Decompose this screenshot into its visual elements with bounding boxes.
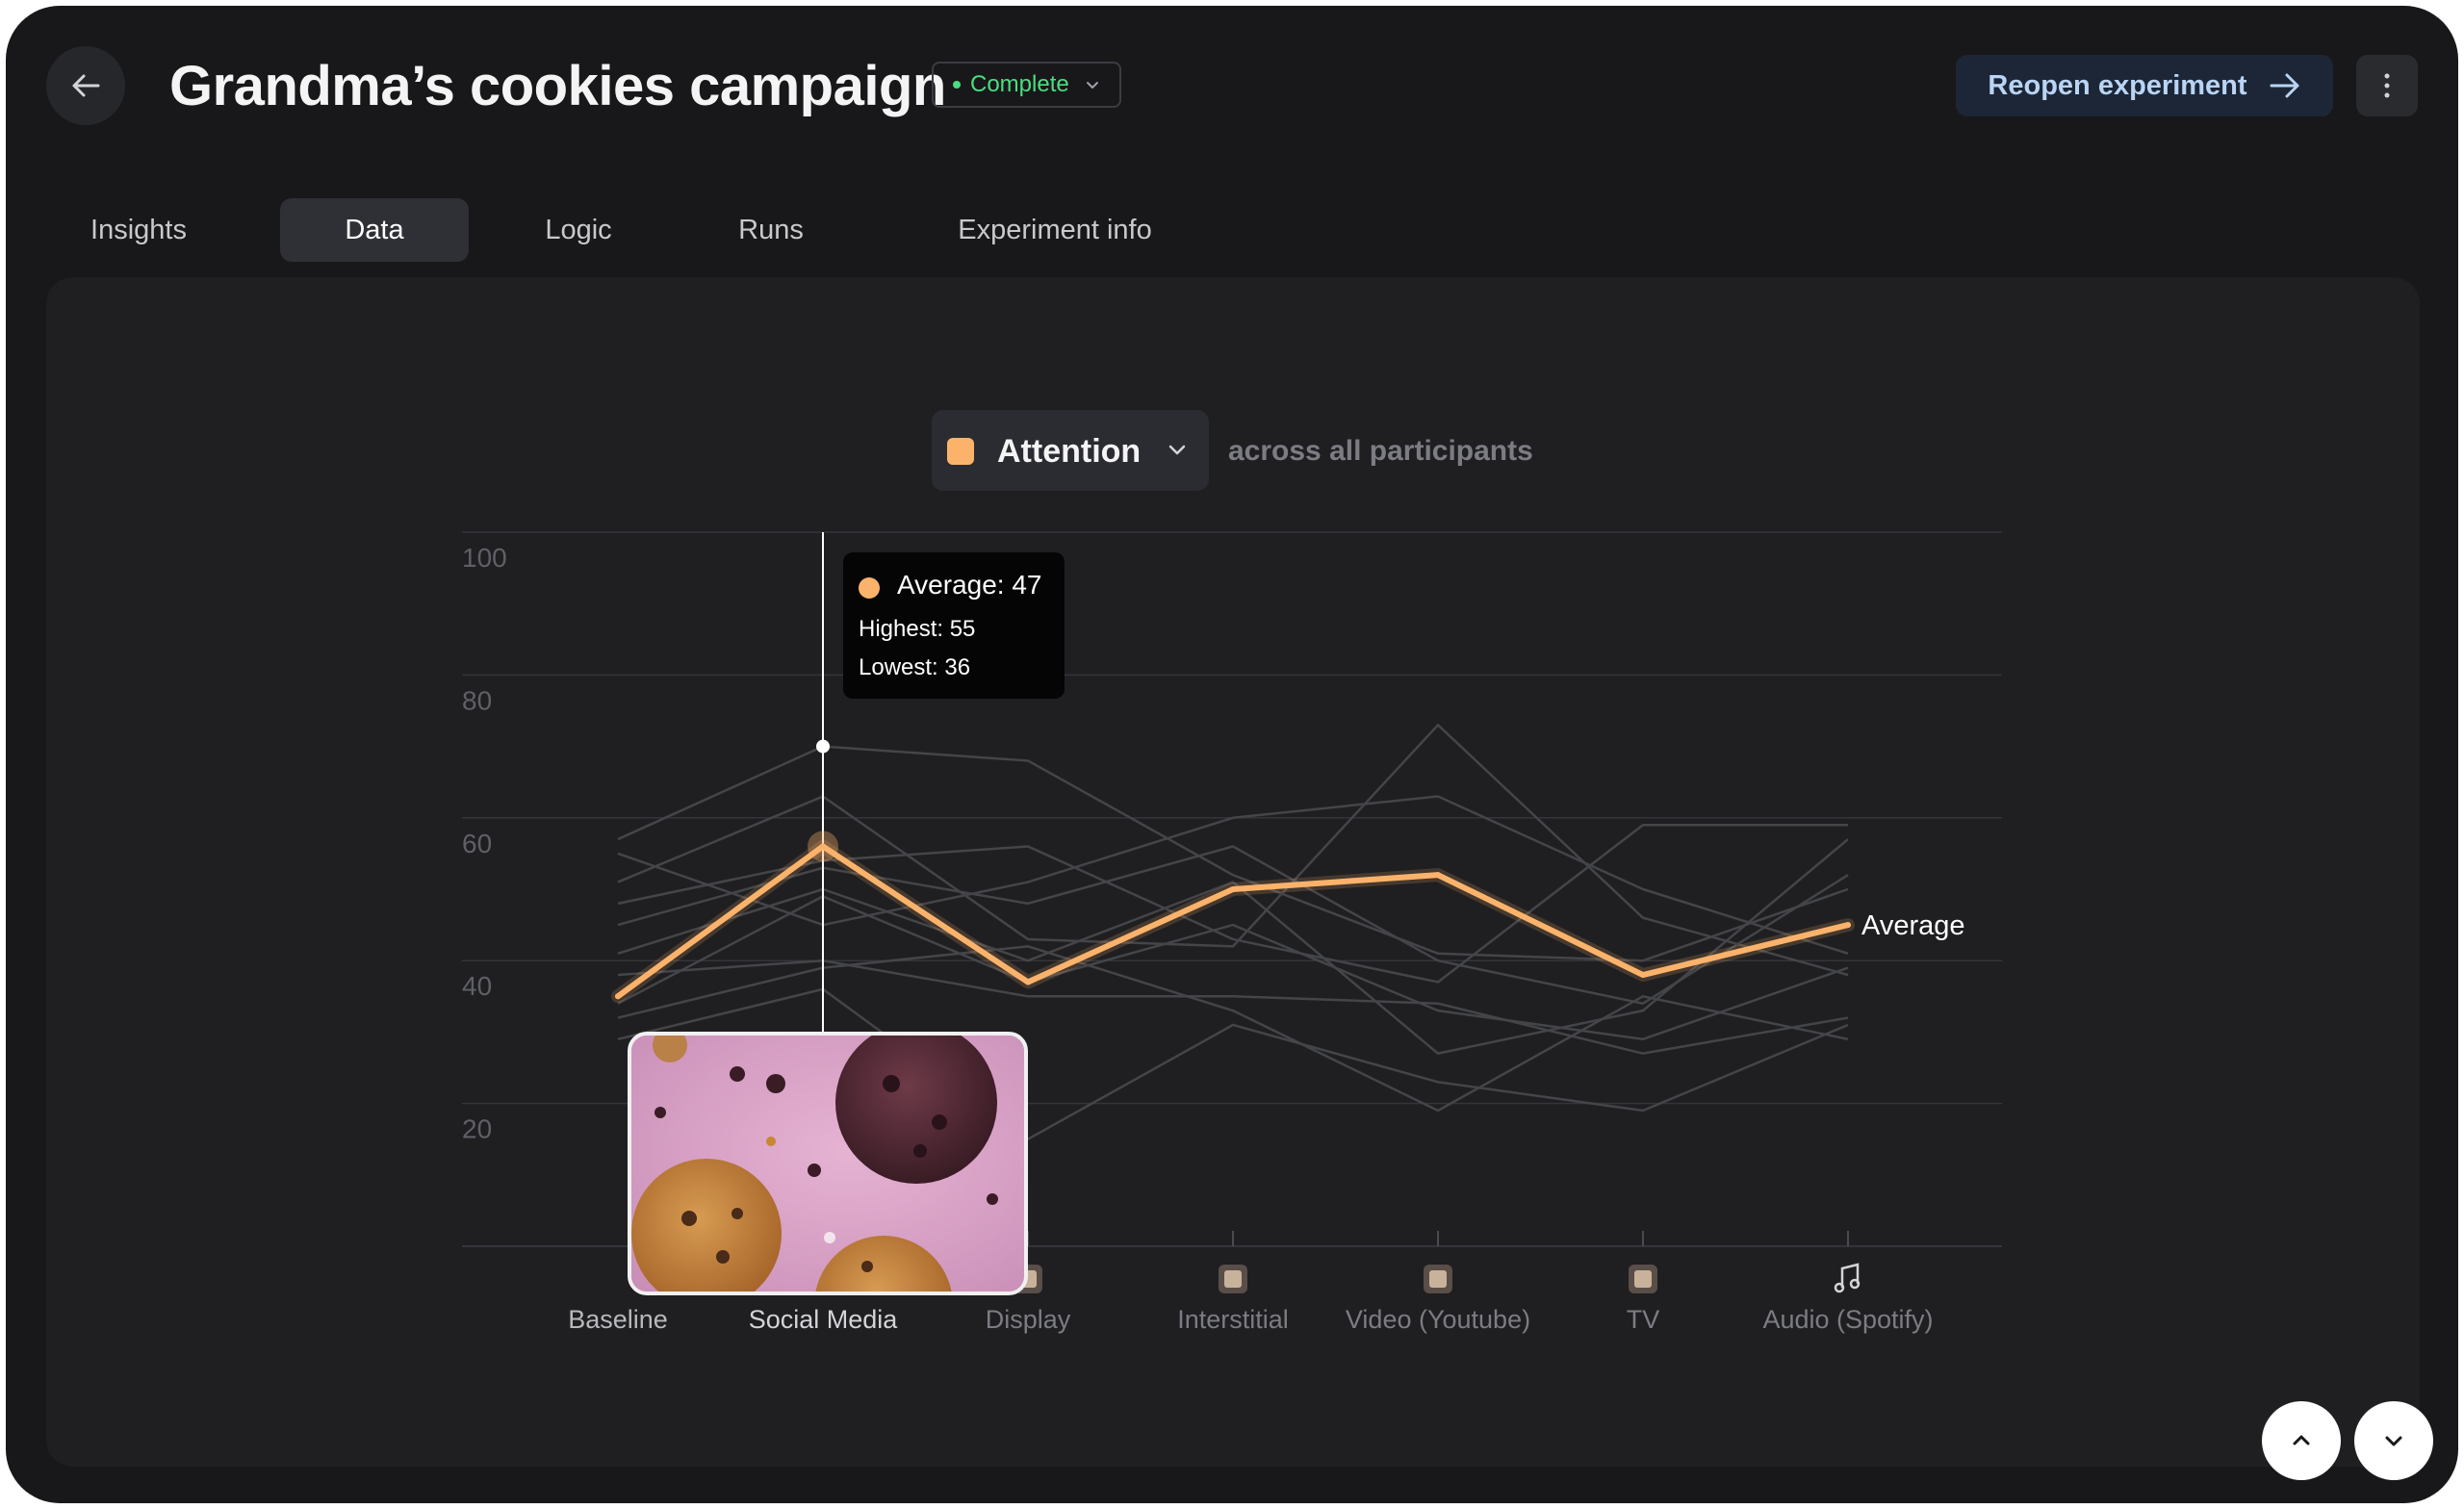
status-dropdown[interactable]: Complete: [932, 62, 1121, 108]
back-button[interactable]: [46, 46, 125, 125]
tab-insights[interactable]: Insights: [90, 214, 187, 245]
scroll-up-button[interactable]: [2262, 1401, 2341, 1480]
metric-label: Attention: [997, 433, 1142, 470]
metric-scope-label: across all participants: [1228, 435, 1533, 467]
x-category-label: Display: [986, 1305, 1071, 1334]
y-tick-label: 60: [462, 829, 492, 858]
chevron-down-icon: [2385, 1436, 2402, 1446]
tab-bar: Insights Data Logic Runs Experiment info: [6, 198, 1353, 266]
reopen-experiment-label: Reopen experiment: [1988, 69, 2247, 101]
y-tick-label: 40: [462, 971, 492, 1001]
metric-color-swatch: [947, 438, 974, 465]
x-category-label: Social Media: [749, 1305, 899, 1334]
average-point: [1640, 972, 1646, 979]
chevron-down-icon: [1086, 82, 1098, 89]
tab-data[interactable]: Data: [280, 198, 469, 262]
more-vertical-icon: [2384, 73, 2390, 98]
average-point: [1435, 872, 1441, 879]
app-window: Grandma’s cookies campaign Complete Reop…: [6, 6, 2458, 1503]
cookie-photo: [631, 1036, 1024, 1292]
chevron-up-icon: [2293, 1435, 2310, 1445]
average-series-label: Average: [1861, 910, 1965, 941]
status-dot: [953, 81, 961, 89]
x-category-label: Audio (Spotify): [1762, 1305, 1933, 1334]
hover-highest-marker: [816, 739, 830, 754]
tooltip-lowest: Lowest: 36: [859, 654, 971, 680]
x-category-label: Video (Youtube): [1346, 1305, 1530, 1334]
x-category-label: Interstitial: [1177, 1305, 1289, 1334]
creative-thumbnail-icon: [1219, 1265, 1247, 1293]
tooltip-series-dot: [859, 577, 880, 599]
chart-tooltip: Average: 47 Highest: 55 Lowest: 36: [843, 552, 1065, 699]
music-note-head: [1849, 1278, 1861, 1290]
arrow-right-icon: [2270, 73, 2299, 98]
average-point: [1845, 922, 1851, 929]
y-tick-label: 100: [462, 543, 507, 573]
music-note-icon: [1834, 1263, 1861, 1293]
tooltip-average: Average: 47: [897, 570, 1042, 600]
average-point: [1025, 979, 1031, 985]
tooltip-highest: Highest: 55: [859, 616, 976, 642]
y-tick-label: 80: [462, 685, 492, 715]
creative-thumbnail-image: [1224, 1270, 1242, 1288]
average-point: [615, 993, 621, 1000]
tab-experiment-info[interactable]: Experiment info: [958, 214, 1152, 245]
creative-thumbnail-icon: [1629, 1265, 1657, 1293]
creative-thumbnail-image: [1634, 1270, 1652, 1288]
participant-line: [617, 724, 1849, 977]
attention-chart: 20 40 60 80 100 Average Baseline Social Media…: [462, 531, 2002, 1334]
scroll-down-button[interactable]: [2354, 1401, 2433, 1480]
status-label: Complete: [970, 71, 1069, 97]
participant-line: [617, 823, 1848, 984]
x-category-label: TV: [1627, 1305, 1660, 1334]
more-options-button[interactable]: [2356, 55, 2418, 116]
creative-thumbnail-image: [1429, 1270, 1447, 1288]
page-title: Grandma’s cookies campaign: [169, 55, 946, 117]
music-note-stem: [1840, 1263, 1860, 1288]
tab-logic[interactable]: Logic: [545, 214, 612, 245]
average-point: [820, 843, 826, 850]
metric-dropdown[interactable]: Attention: [932, 410, 1209, 491]
x-category-label: Baseline: [568, 1305, 668, 1334]
music-note-head: [1834, 1282, 1845, 1293]
tab-runs[interactable]: Runs: [738, 214, 804, 245]
chevron-down-icon: [1168, 445, 1186, 455]
average-point: [1230, 886, 1236, 892]
y-tick-label: 20: [462, 1114, 492, 1144]
creative-thumbnail-icon: [1424, 1265, 1452, 1293]
social-media-creative-preview: [628, 1032, 1028, 1295]
reopen-experiment-button[interactable]: Reopen experiment: [1956, 55, 2333, 116]
arrow-left-icon: [72, 74, 100, 97]
